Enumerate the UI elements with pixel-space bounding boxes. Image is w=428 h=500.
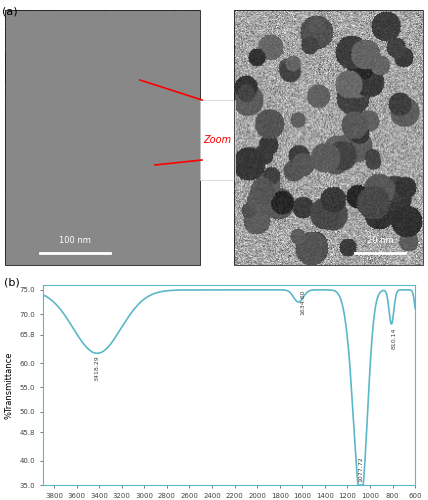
Text: (b): (b) (4, 278, 20, 287)
Text: 1634.60: 1634.60 (300, 290, 305, 316)
FancyBboxPatch shape (5, 10, 200, 265)
Text: 585.16: 585.16 (0, 499, 1, 500)
Text: 451.65: 451.65 (0, 499, 1, 500)
Text: 20 nm: 20 nm (367, 236, 393, 245)
Text: 1077.72: 1077.72 (359, 456, 364, 482)
Text: 100 nm: 100 nm (59, 236, 91, 245)
Text: 3418.29: 3418.29 (95, 356, 100, 382)
Text: (a): (a) (2, 7, 18, 17)
FancyBboxPatch shape (200, 100, 235, 180)
Text: 810.14: 810.14 (392, 328, 397, 349)
Y-axis label: %Transmittance: %Transmittance (5, 351, 14, 418)
Text: Zoom: Zoom (203, 135, 231, 145)
